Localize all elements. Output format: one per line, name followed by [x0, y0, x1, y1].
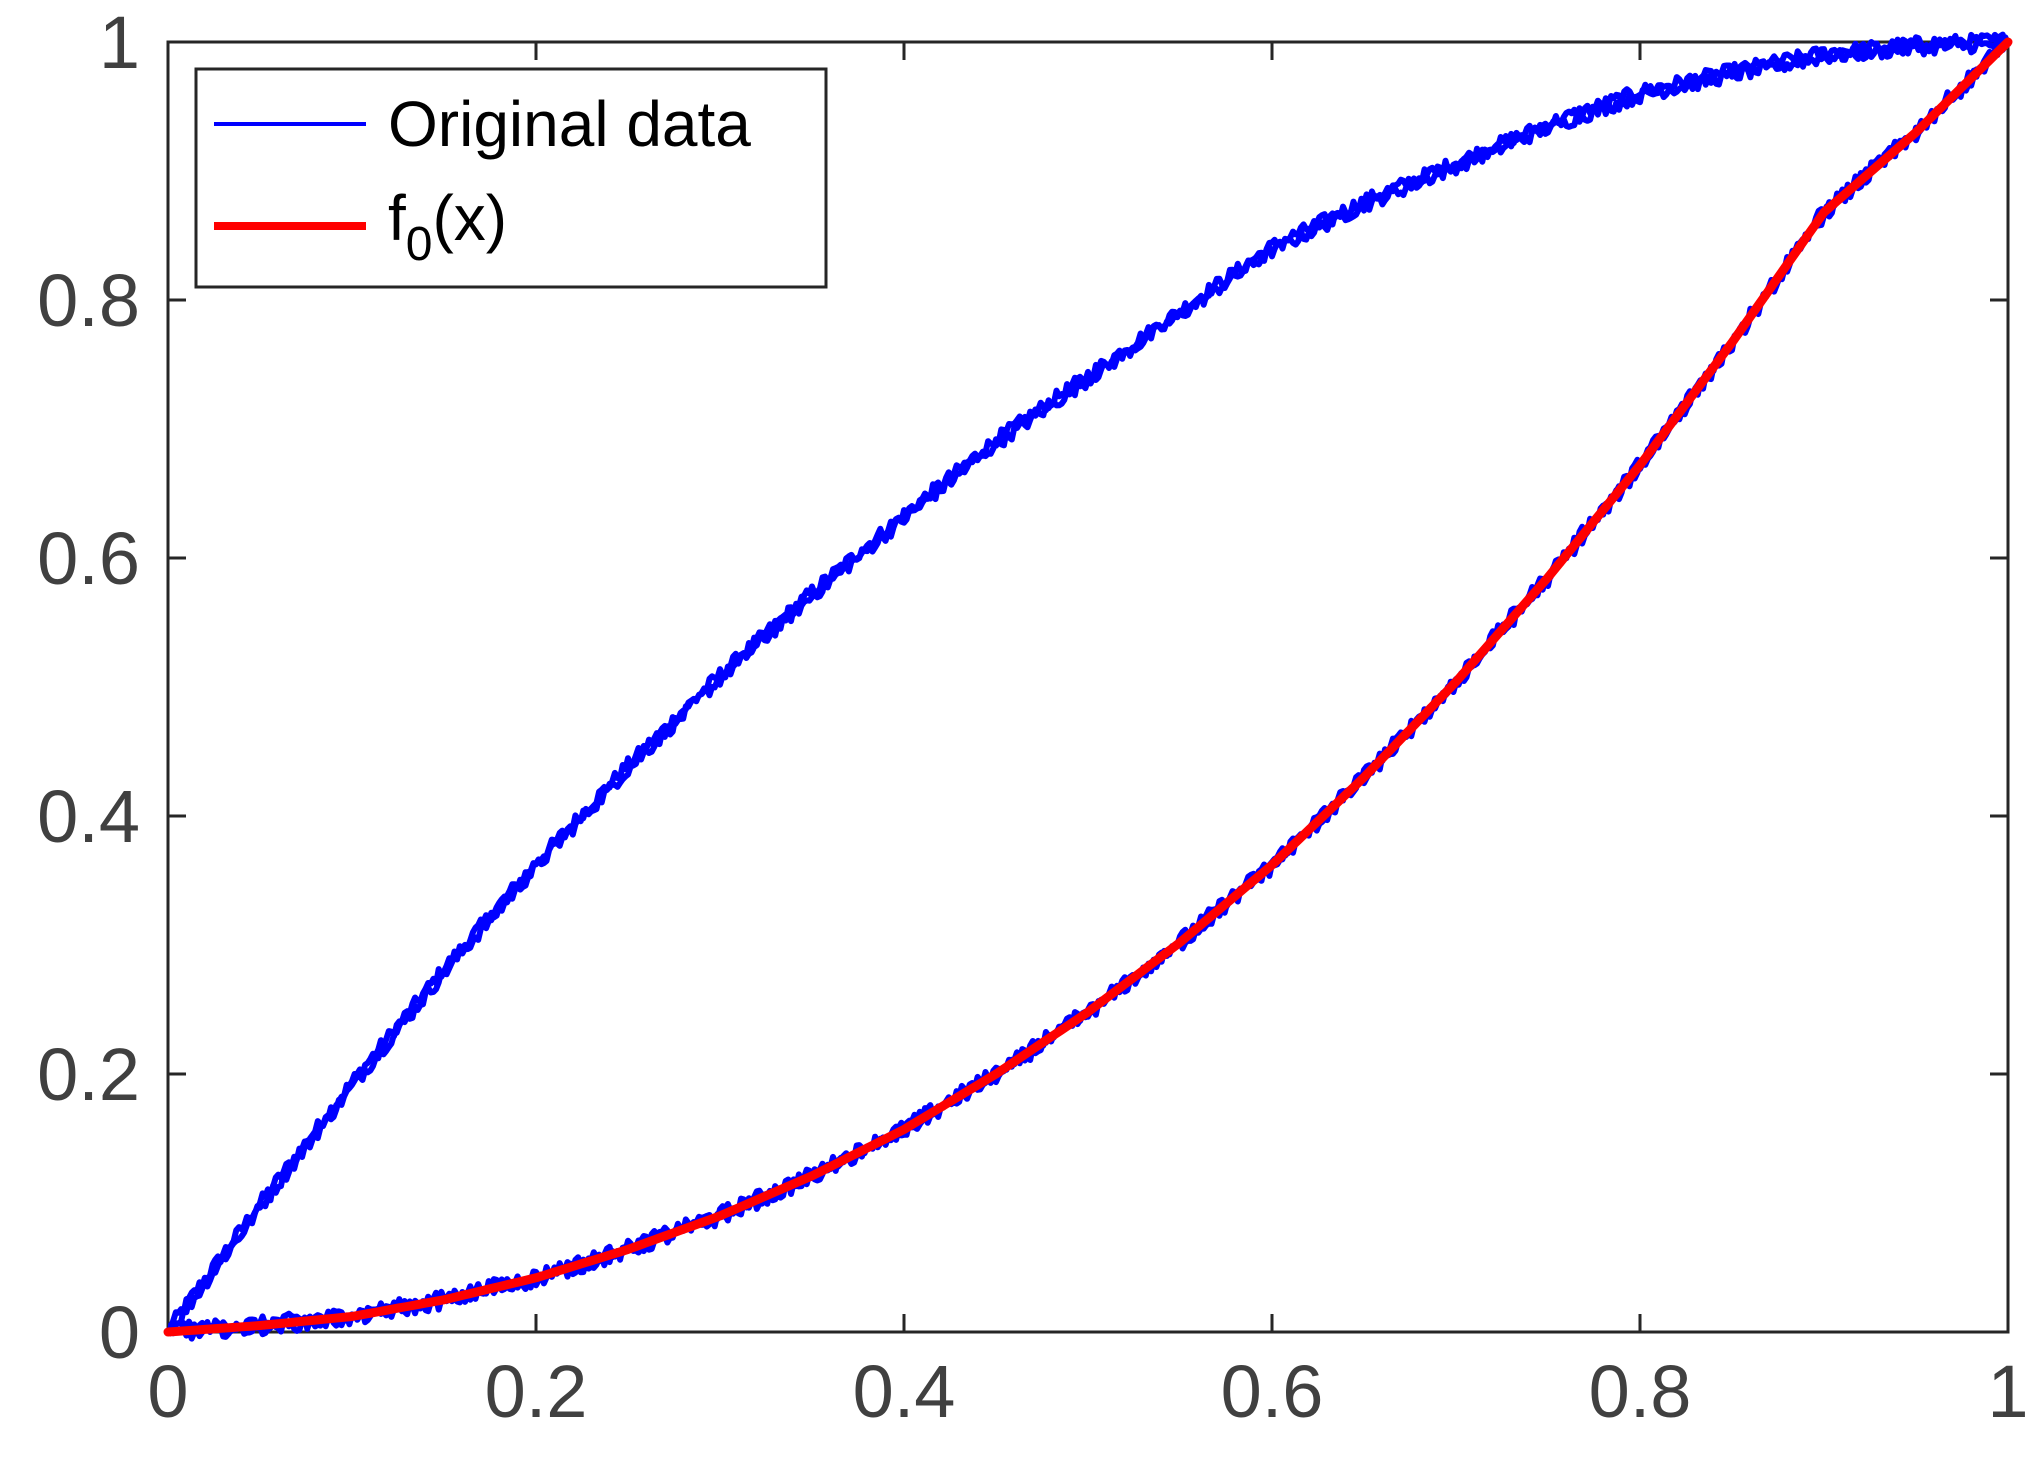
x-tick-label: 0.2 — [485, 1350, 588, 1433]
original-data-line — [165, 36, 2011, 1337]
f0-fitted-line — [163, 37, 2013, 1337]
legend-fitted-subscript: 0 — [406, 218, 433, 271]
series-layer — [163, 31, 2013, 1342]
legend-fitted-tail: (x) — [432, 182, 507, 254]
y-tick-label: 1 — [99, 1, 140, 84]
x-tick-label: 0.8 — [1589, 1350, 1692, 1433]
legend: Original data f0(x) — [194, 67, 828, 289]
legend-original-label: Original data — [388, 88, 751, 160]
y-tick-label: 0.4 — [37, 775, 140, 858]
legend-box — [194, 67, 828, 289]
legend-fitted-base: f — [388, 182, 406, 254]
y-tick-label: 0 — [99, 1291, 140, 1374]
y-axis-tick-labels: 0 0.2 0.4 0.6 0.8 1 — [37, 1, 140, 1374]
x-axis-tick-labels: 0 0.2 0.4 0.6 0.8 1 — [147, 1350, 2028, 1433]
x-tick-label: 0 — [147, 1350, 188, 1433]
y-tick-label: 0.8 — [37, 259, 140, 342]
x-tick-label: 0.4 — [853, 1350, 956, 1433]
x-tick-label: 1 — [1987, 1350, 2028, 1433]
legend-fitted-label: f0(x) — [388, 182, 507, 271]
y-tick-label: 0.2 — [37, 1033, 140, 1116]
y-tick-label: 0.6 — [37, 517, 140, 600]
x-tick-label: 0.6 — [1221, 1350, 1324, 1433]
